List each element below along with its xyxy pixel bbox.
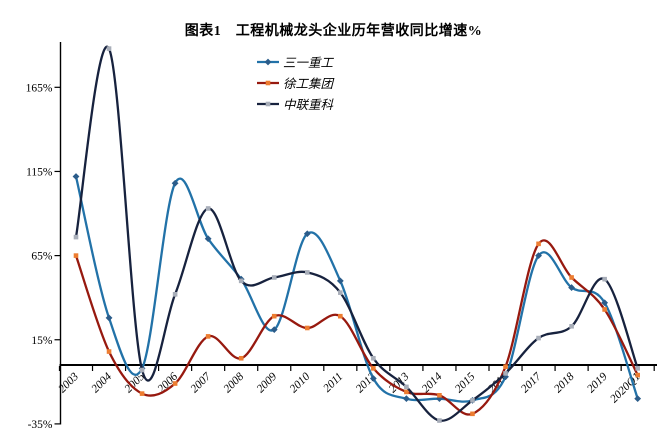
xcmg-data-point-marker	[73, 253, 79, 258]
legend-marker-icon	[265, 101, 271, 106]
sany-data-point-marker	[270, 326, 278, 334]
xcmg-data-point-marker	[635, 372, 640, 378]
legend-label-sany: 三一重工	[283, 56, 334, 70]
legend-swatch-xcmg	[257, 80, 279, 85]
sany-data-point-marker	[535, 252, 542, 260]
x-tick-label: 2008	[222, 370, 247, 395]
sany-data-point-marker	[105, 314, 113, 322]
legend-label-xcmg: 徐工集团	[283, 77, 334, 91]
zoomlion-data-point-marker	[338, 290, 343, 295]
legend: 三一重工徐工集团中联重科	[256, 51, 333, 114]
xcmg-data-point-marker	[404, 389, 409, 395]
y-tick-label: -35%	[28, 419, 53, 431]
xcmg-data-point-marker	[536, 241, 541, 247]
x-tick-label: 2004	[89, 370, 114, 395]
xcmg-data-point-marker	[338, 313, 343, 319]
zoomlion-series	[73, 45, 640, 423]
xcmg-data-point-marker	[602, 307, 607, 312]
legend-marker-icon	[264, 58, 272, 65]
x-tick-label: 2014	[420, 370, 445, 395]
xcmg-data-point-marker	[304, 325, 310, 331]
zoomlion-data-point-marker	[404, 384, 409, 390]
zoomlion-data-point-marker	[503, 371, 508, 376]
xcmg-data-point-marker	[106, 349, 112, 354]
zoomlion-data-point-marker	[205, 206, 211, 211]
xcmg-data-point-marker	[503, 364, 508, 369]
zoomlion-data-point-marker	[602, 276, 607, 282]
sany-data-point-marker	[568, 284, 575, 291]
zoomlion-data-point-marker	[470, 398, 475, 403]
sany-series	[72, 173, 642, 404]
legend-item-sany: 三一重工	[256, 51, 333, 72]
y-tick-label: 165%	[26, 82, 53, 94]
x-tick-label: 2017	[519, 370, 545, 396]
sany-data-point-marker	[72, 173, 80, 180]
sany-data-point-marker	[601, 299, 609, 307]
chart-title: 图表1 工程机械龙头企业历年营收同比增速%	[184, 24, 483, 39]
y-tick-label: 65%	[31, 251, 53, 263]
zoomlion-data-point-marker	[437, 418, 442, 423]
xcmg-data-point-marker	[172, 381, 178, 386]
sany-data-point-marker	[634, 395, 642, 403]
x-tick-label: 2011	[321, 371, 345, 395]
xcmg-data-point-marker	[271, 313, 277, 319]
legend-label-zoomlion: 中联重科	[283, 98, 334, 112]
zoomlion-data-point-marker	[635, 366, 640, 371]
sany-data-point-marker	[204, 235, 212, 243]
xcmg-data-point-marker	[371, 366, 376, 371]
zoomlion-data-point-marker	[271, 275, 277, 280]
zoomlion-data-point-marker	[73, 234, 79, 240]
x-tick-label: 2007	[189, 370, 215, 396]
xcmg-data-point-marker	[437, 392, 442, 398]
zoomlion-data-point-marker	[172, 292, 178, 297]
xcmg-data-point-marker	[569, 275, 574, 280]
x-tick-label: 2018	[552, 370, 577, 395]
y-tick-label: 115%	[26, 166, 53, 178]
zoomlion-data-point-marker	[304, 270, 310, 275]
sany-data-point-marker	[403, 395, 410, 403]
sany-data-point-marker	[303, 230, 311, 238]
zoomlion-data-point-marker	[371, 355, 376, 361]
x-tick-label: 2010	[288, 370, 313, 395]
zoomlion-data-point-marker	[536, 335, 541, 341]
xcmg-data-point-marker	[139, 391, 145, 396]
xcmg-data-point-marker	[470, 411, 475, 417]
sany-data-point-marker	[336, 277, 344, 285]
sany-data-point-marker	[369, 375, 377, 382]
legend-swatch-zoomlion	[257, 101, 279, 106]
sany-data-point-marker	[171, 179, 179, 187]
x-tick-label: 2015	[453, 370, 478, 395]
zoomlion-data-point-marker	[139, 367, 145, 373]
zoomlion-data-point-marker	[569, 323, 574, 329]
zoomlion-data-point-marker	[106, 46, 112, 51]
xcmg-data-point-marker	[205, 334, 211, 339]
legend-item-zoomlion: 中联重科	[256, 93, 333, 114]
xcmg-line	[74, 239, 639, 416]
legend-swatch-sany	[257, 58, 279, 65]
legend-item-xcmg: 徐工集团	[256, 72, 333, 93]
x-tick-label: 2009	[255, 370, 280, 395]
x-tick-label: 2019	[585, 370, 610, 395]
legend-marker-icon	[265, 80, 271, 85]
xcmg-data-point-marker	[238, 355, 244, 361]
xcmg-series	[73, 239, 640, 417]
y-tick-label: 15%	[31, 335, 53, 347]
zoomlion-data-point-marker	[238, 278, 244, 284]
